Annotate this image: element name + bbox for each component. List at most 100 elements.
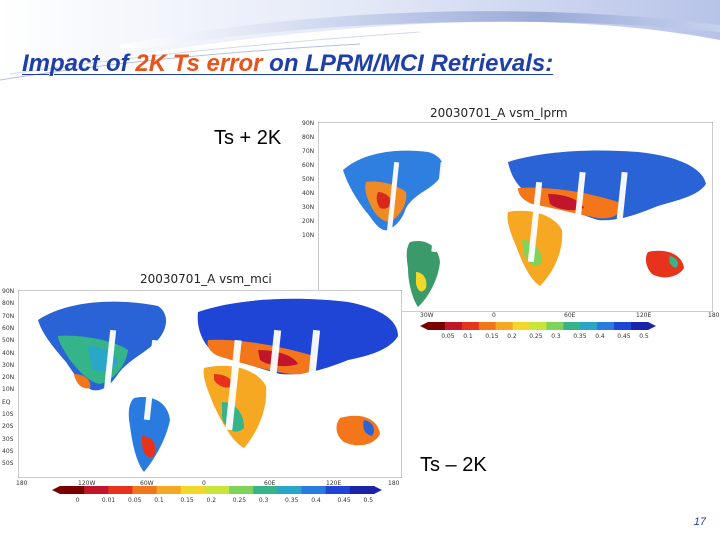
y-tick-label: 40N	[302, 190, 315, 197]
y-tick-label: 30N	[2, 361, 15, 369]
x-tick-label: 120W	[78, 480, 96, 487]
colorbar-segment	[156, 486, 182, 494]
y-tick-label: 30S	[2, 435, 14, 443]
colorbar-segment	[512, 322, 531, 330]
y-tick-label: 90N	[2, 288, 15, 295]
label-ts-plus-2k: Ts + 2K	[214, 127, 282, 149]
colorbar-label: 0.25	[232, 497, 247, 504]
colorbar-label: 0.4	[595, 333, 605, 340]
colorbar-segment	[84, 486, 109, 494]
colorbar-label: 0.2	[507, 333, 517, 340]
x-tick-label: 60W	[140, 480, 154, 487]
colorbar-label: 0.5	[363, 497, 374, 504]
colorbar-segment	[546, 322, 564, 330]
colorbar-segment	[253, 486, 278, 494]
colorbar-segment	[277, 486, 303, 494]
colorbar-label: 0.4	[311, 497, 321, 504]
header-swoosh	[0, 0, 720, 81]
y-tick-label: 70N	[2, 312, 15, 320]
colorbar-segment	[60, 486, 85, 494]
colorbar-label: 0.3	[258, 497, 269, 504]
colorbar-segment	[529, 322, 547, 330]
colorbar-segment	[204, 486, 230, 494]
colorbar-label: 0.2	[206, 497, 217, 504]
colorbar-segment	[132, 486, 158, 494]
colorbar-segment	[349, 486, 375, 494]
x-tick-label: 0	[202, 480, 206, 487]
colorbar-segment	[597, 322, 615, 330]
colorbar-label: 0.15	[180, 497, 194, 504]
colorbar-segment	[563, 322, 581, 330]
colorbar-segment	[478, 322, 497, 330]
colorbar-segment	[325, 486, 351, 494]
x-tick-label: 180	[388, 480, 400, 487]
map-mci-land	[38, 298, 398, 472]
colorbar-label: 0.05	[128, 497, 142, 504]
y-tick-label: 50N	[302, 176, 315, 183]
y-tick-label: 20S	[2, 423, 14, 431]
y-tick-label: 60N	[2, 324, 15, 332]
colorbar-arrow-high	[648, 322, 656, 330]
colorbar-segment	[180, 486, 206, 494]
colorbar-label: 0.1	[154, 497, 164, 504]
colorbar-label: 0.1	[463, 333, 473, 340]
map-mci-title: 20030701_A vsm_mci	[140, 272, 272, 286]
colorbar-segment	[631, 322, 649, 330]
y-tick-label: 80N	[2, 300, 15, 308]
colorbar-label: 0.35	[573, 333, 587, 340]
x-tick-label: 180	[708, 312, 720, 319]
colorbar-segment	[301, 486, 327, 494]
colorbar-segment	[495, 322, 514, 330]
colorbar-label: 0.01	[101, 497, 116, 504]
colorbar-segment	[108, 486, 133, 494]
colorbar-segment	[428, 322, 446, 330]
colorbar-arrow-low	[52, 486, 60, 494]
colorbar-segment	[580, 322, 598, 330]
label-ts-minus-2k: Ts – 2K	[420, 454, 487, 476]
y-tick-label: EQ	[2, 398, 11, 406]
y-tick-label: 20N	[302, 218, 315, 225]
x-tick-label: 120E	[636, 312, 652, 319]
colorbar-segment	[444, 322, 463, 330]
y-tick-label: 10S	[2, 411, 14, 418]
colorbar-arrow-high	[374, 486, 382, 494]
x-tick-label: 60E	[564, 312, 576, 319]
x-tick-label: 0	[492, 312, 496, 319]
y-tick-label: 50N	[2, 337, 15, 345]
x-tick-label: 120E	[326, 480, 342, 487]
x-tick-label: 60E	[264, 480, 276, 487]
map-lprm-title: 20030701_A vsm_lprm	[430, 106, 568, 120]
y-tick-label: 80N	[302, 134, 315, 141]
y-tick-label: 10N	[2, 386, 15, 394]
y-tick-label: 70N	[302, 148, 315, 155]
page-number: 17	[693, 516, 706, 528]
x-tick-label: 30W	[420, 312, 434, 319]
colorbar-segment	[229, 486, 254, 494]
colorbar-label: 0.3	[551, 333, 561, 340]
y-tick-label: 40S	[2, 447, 14, 455]
y-tick-label: 20N	[2, 374, 15, 382]
colorbar-label: 0.45	[337, 497, 351, 504]
y-tick-label: 60N	[302, 162, 315, 169]
y-tick-label: 50S	[2, 460, 14, 468]
colorbar-label: 0.35	[285, 497, 299, 504]
colorbar-segment	[614, 322, 632, 330]
y-tick-label: 90N	[302, 120, 315, 127]
colorbar-segment	[461, 322, 480, 330]
map-mci-image	[18, 290, 402, 478]
map-lprm-panel: 20030701_A vsm_lprm 90N 80N 70N 60N 50N 40N 30…	[300, 100, 720, 350]
map-lprm-land	[343, 150, 706, 307]
x-tick-label: 180	[16, 480, 28, 487]
colorbar-label: 0.05	[441, 333, 455, 340]
map-mci-colorbar	[52, 486, 382, 494]
map-lprm-colorbar	[420, 322, 656, 330]
map-lprm-image	[318, 122, 713, 312]
colorbar-label: 0.5	[639, 333, 649, 340]
y-tick-label: 30N	[302, 204, 315, 211]
colorbar-label: 0	[75, 497, 80, 504]
slide-title: Impact of 2K Ts error on LPRM/MCI Retrie…	[22, 50, 554, 77]
colorbar-label: 0.45	[617, 333, 631, 340]
y-tick-label: 40N	[2, 349, 15, 357]
colorbar-label: 0.25	[529, 333, 543, 340]
y-tick-label: 10N	[302, 232, 315, 239]
